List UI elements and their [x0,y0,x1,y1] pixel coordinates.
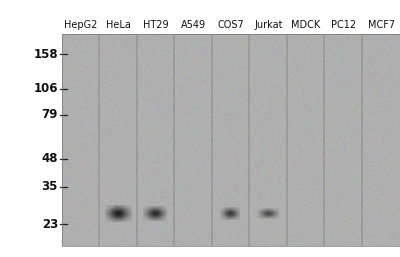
Text: 106: 106 [34,82,58,96]
Text: MDCK: MDCK [292,20,321,30]
Text: HepG2: HepG2 [64,20,98,30]
Text: 48: 48 [42,152,58,166]
Text: PC12: PC12 [331,20,356,30]
Text: 79: 79 [42,108,58,122]
Text: COS7: COS7 [218,20,244,30]
Bar [62,34,400,246]
Text: Jurkat: Jurkat [254,20,283,30]
Text: 23: 23 [42,217,58,231]
Text: MCF7: MCF7 [368,20,395,30]
Text: HT29: HT29 [143,20,169,30]
Text: A549: A549 [181,20,206,30]
Text: 158: 158 [33,48,58,60]
Text: HeLa: HeLa [106,20,131,30]
Text: 35: 35 [42,180,58,194]
